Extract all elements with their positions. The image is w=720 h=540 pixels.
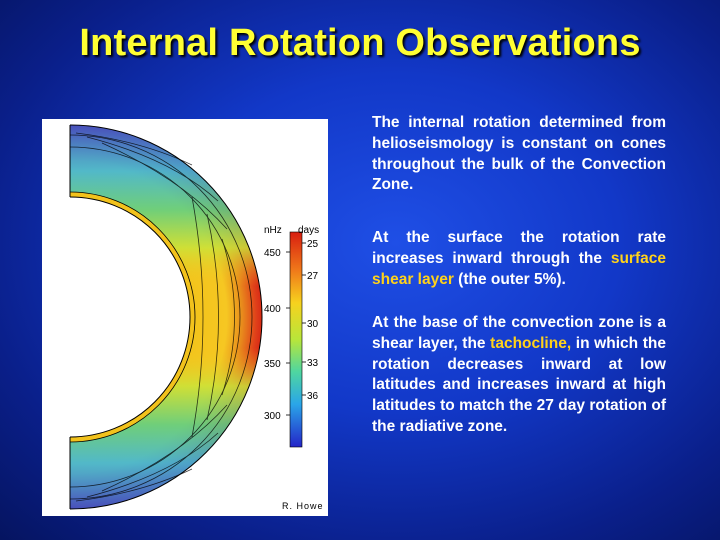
tick-right: 30 — [307, 319, 319, 330]
rotation-figure: nHz days 450 400 350 300 25 27 30 33 36 … — [42, 119, 328, 516]
color-scale-bar — [289, 231, 303, 448]
tick-right: 33 — [307, 358, 319, 369]
rotation-map: nHz days 450 400 350 300 25 27 30 33 36 — [69, 124, 319, 510]
surface-shear-layer-highlight: surface shear layer — [372, 249, 666, 288]
tick-left: 350 — [264, 359, 281, 370]
tachocline-highlight: tachocline, — [490, 334, 572, 352]
image-credit: R. Howe — [282, 501, 324, 511]
tick-left: 400 — [264, 304, 281, 315]
p3-text: At the base of the convection zone is a … — [372, 314, 666, 352]
paragraph-constant-on-cones: The internal rotation determined from he… — [372, 114, 666, 194]
tick-left: 450 — [264, 248, 281, 259]
p2-text: At the surface the rotation rate increas… — [372, 229, 666, 267]
tick-right: 36 — [307, 391, 319, 402]
unit-right-label: days — [298, 225, 319, 236]
paragraph-tachocline: At the base of the convection zone is a … — [372, 313, 666, 438]
slide-title: Internal Rotation Observations — [79, 22, 641, 64]
tick-left: 300 — [264, 411, 281, 422]
paragraph-surface-shear: At the surface the rotation rate increas… — [372, 228, 666, 290]
p3-text-end: in which the rotation decreases inward a… — [372, 334, 666, 435]
contour-lines — [70, 132, 253, 502]
tick-right: 25 — [307, 239, 319, 250]
radiative-core — [70, 196, 191, 438]
p2-text-end: (the outer 5%). — [453, 270, 566, 288]
unit-left-label: nHz — [264, 225, 282, 236]
tick-right: 27 — [307, 271, 319, 282]
